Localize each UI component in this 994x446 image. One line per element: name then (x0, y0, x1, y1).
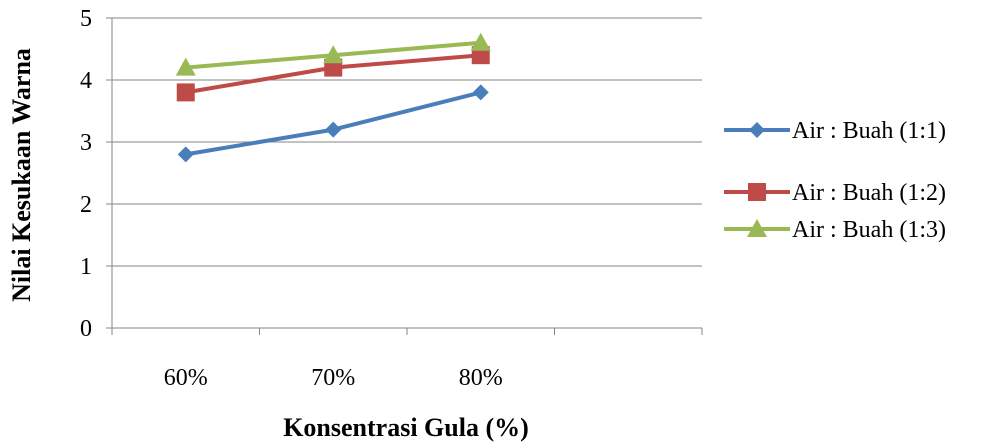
x-tick-label: 60% (164, 365, 208, 391)
legend-item-3: Air : Buah (1:3) (724, 217, 946, 243)
gridlines (112, 17, 702, 267)
legend-item-1: Air : Buah (1:1) (724, 118, 946, 144)
data-point (175, 57, 196, 76)
y-tick-label: 0 (80, 316, 92, 342)
legend-item-2: Air : Buah (1:2) (724, 180, 946, 206)
data-point (177, 146, 194, 163)
legend-marker (748, 183, 766, 201)
legend-marker (749, 122, 765, 138)
data-point (470, 32, 491, 51)
y-tick-label: 4 (80, 68, 92, 94)
legend-marker (747, 219, 767, 237)
axes (106, 17, 703, 335)
data-point (472, 84, 489, 101)
data-point (325, 121, 342, 138)
x-tick-labels: 60% 70% 80% (164, 365, 503, 391)
data-point (176, 83, 195, 102)
series-group (175, 32, 491, 163)
y-tick-label: 2 (80, 192, 92, 218)
legend-label: Air : Buah (1:3) (792, 217, 946, 243)
legend: Air : Buah (1:1) Air : Buah (1:2) Air : Bu… (724, 118, 946, 243)
x-tick-label: 80% (459, 365, 503, 391)
y-tick-label: 5 (80, 6, 92, 32)
data-point (323, 45, 344, 64)
x-axis-title: Konsentrasi Gula (%) (283, 413, 529, 442)
y-tick-label: 3 (80, 130, 92, 156)
legend-label: Air : Buah (1:2) (792, 180, 946, 206)
series-3 (175, 32, 491, 76)
series-1 (177, 84, 489, 163)
series-2 (176, 46, 490, 102)
y-axis-title: Nilai Kesukaan Warna (7, 48, 36, 302)
y-tick-label: 1 (80, 254, 92, 280)
x-tick-label: 70% (311, 365, 355, 391)
legend-label: Air : Buah (1:1) (792, 118, 946, 144)
y-tick-labels: 0 1 2 3 4 5 (80, 6, 92, 342)
